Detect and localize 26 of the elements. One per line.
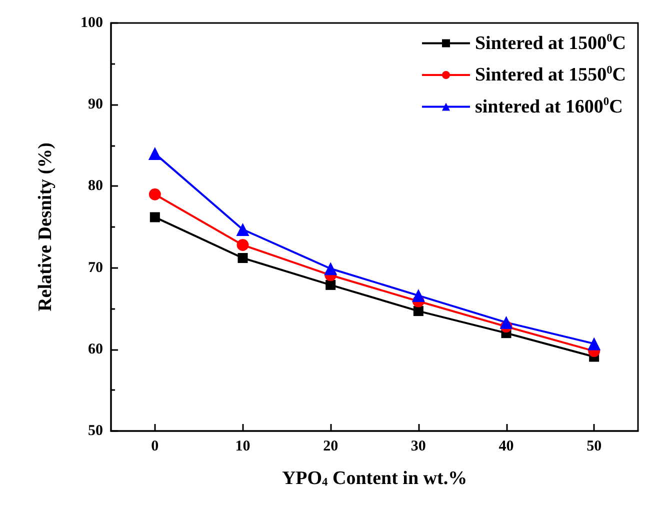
y-tick-label: 80 bbox=[88, 178, 103, 194]
point bbox=[236, 238, 249, 251]
x-tick-label: 10 bbox=[235, 438, 250, 454]
x-tick-label: 40 bbox=[498, 438, 514, 454]
point bbox=[413, 306, 424, 316]
point bbox=[236, 222, 250, 236]
y-tick-label: 90 bbox=[88, 96, 103, 113]
point bbox=[148, 147, 162, 160]
point bbox=[500, 316, 513, 329]
y-tick-label: 70 bbox=[88, 260, 103, 276]
x-tick-label: 50 bbox=[586, 438, 602, 454]
x-tick-label: 20 bbox=[323, 438, 338, 454]
y-tick-label: 100 bbox=[80, 15, 103, 31]
point bbox=[238, 253, 248, 264]
point bbox=[588, 337, 601, 350]
point bbox=[412, 289, 425, 302]
point bbox=[324, 262, 338, 276]
x-tick-label: 30 bbox=[410, 438, 426, 454]
x-tick-label: 0 bbox=[151, 438, 159, 454]
y-axis-title: Relative Desnity (%) bbox=[35, 142, 56, 312]
point bbox=[148, 188, 161, 200]
point bbox=[150, 212, 160, 222]
y-tick-label: 60 bbox=[88, 341, 103, 358]
y-tick-label: 50 bbox=[88, 423, 103, 439]
point bbox=[326, 280, 336, 290]
x-axis-title: YPO4 Content in wt.% bbox=[282, 468, 468, 489]
